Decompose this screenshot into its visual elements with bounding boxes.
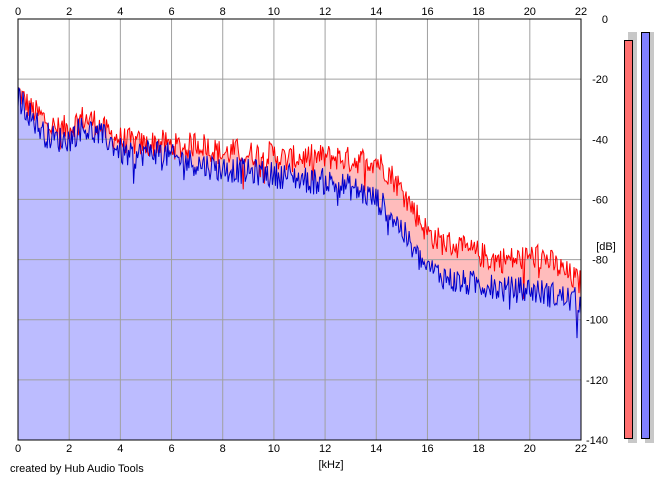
x-tick-label-bottom: 8	[220, 443, 226, 455]
plot-fills	[18, 87, 581, 440]
plot-frame	[17, 18, 582, 441]
x-tick-label-bottom: 22	[575, 443, 587, 455]
x-tick-label-top: 6	[168, 6, 174, 18]
series-line-1	[17, 87, 582, 339]
x-tick-label-bottom: 14	[370, 443, 382, 455]
x-tick-label-top: 14	[370, 6, 382, 18]
y-axis-label: [dB]	[596, 241, 616, 253]
x-tick-label-top: 20	[524, 6, 536, 18]
y-ticks: 0 -20 -40 -60 -80 -100 -120 -140	[586, 14, 608, 447]
y-tick-label: -20	[592, 74, 608, 86]
y-tick-label: -100	[586, 315, 608, 327]
y-tick-label: -60	[592, 194, 608, 206]
level-meter-right	[641, 32, 650, 439]
series-fill-1	[18, 87, 581, 440]
series-lines	[17, 86, 582, 339]
x-ticks-top: 0 2 4 6 8 10 12 14 16 18 20 22	[15, 6, 587, 18]
y-tick-label: -120	[586, 375, 608, 387]
x-ticks-bottom: 0 2 4 6 8 10 12 14 16 18 20 22	[15, 443, 587, 455]
x-tick-label-bottom: 20	[524, 443, 536, 455]
y-tick-label: -40	[592, 134, 608, 146]
x-tick-label-bottom: 16	[421, 443, 433, 455]
y-tick-label: -80	[592, 255, 608, 267]
x-tick-label-bottom: 6	[168, 443, 174, 455]
series-line-0	[17, 86, 582, 300]
x-tick-label-bottom: 12	[319, 443, 331, 455]
x-tick-label-bottom: 10	[268, 443, 280, 455]
footer-credit: created by Hub Audio Tools	[10, 463, 144, 475]
x-tick-label-bottom: 18	[473, 443, 485, 455]
x-tick-label-top: 22	[575, 6, 587, 18]
x-tick-label-bottom: 2	[66, 443, 72, 455]
x-tick-label-top: 18	[473, 6, 485, 18]
x-tick-label-top: 8	[220, 6, 226, 18]
level-meter-left	[624, 40, 633, 439]
x-tick-label-top: 10	[268, 6, 280, 18]
x-tick-label-top: 2	[66, 6, 72, 18]
x-tick-label-bottom: 0	[15, 443, 21, 455]
x-tick-label-top: 0	[15, 6, 21, 18]
y-tick-label: -140	[586, 435, 608, 447]
x-axis-label: [kHz]	[318, 459, 343, 471]
y-tick-label: 0	[602, 14, 608, 26]
x-tick-label-top: 12	[319, 6, 331, 18]
x-tick-label-bottom: 4	[117, 443, 123, 455]
x-tick-label-top: 4	[117, 6, 123, 18]
x-tick-label-top: 16	[421, 6, 433, 18]
